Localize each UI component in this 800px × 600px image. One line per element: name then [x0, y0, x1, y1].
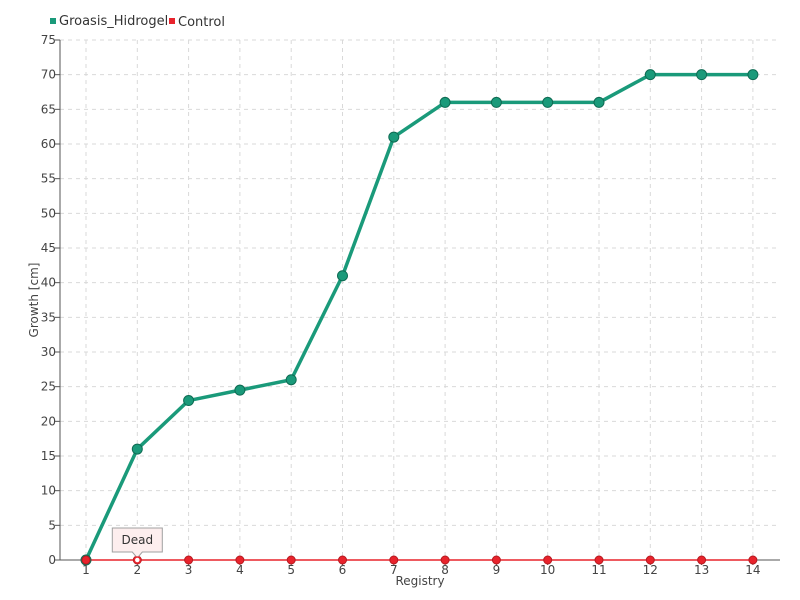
- y-tick-label-35: 35: [41, 310, 56, 324]
- data-point-control-8[interactable]: [440, 555, 450, 565]
- data-point-control-3[interactable]: [184, 555, 194, 565]
- data-point-control-4[interactable]: [235, 555, 245, 565]
- data-point-groasis-hidrogel-12[interactable]: [644, 69, 656, 81]
- series-layer: [80, 69, 759, 566]
- y-tick-label-30: 30: [41, 345, 56, 359]
- y-tick-label-55: 55: [41, 172, 56, 186]
- legend-label-control[interactable]: Control: [178, 15, 225, 30]
- data-point-control-10[interactable]: [543, 555, 553, 565]
- tooltip-box: [111, 527, 163, 559]
- data-point-control-5[interactable]: [286, 555, 296, 565]
- data-point-control-9[interactable]: [491, 555, 501, 565]
- data-point-control-1[interactable]: [81, 555, 91, 565]
- x-tick-label-4: 4: [236, 563, 244, 577]
- y-tick-label-70: 70: [41, 68, 56, 82]
- data-point-control-11[interactable]: [594, 555, 604, 565]
- y-tick-label-60: 60: [41, 137, 56, 151]
- data-point-control-6[interactable]: [338, 555, 347, 565]
- y-tick-label-0: 0: [48, 553, 56, 567]
- data-point-groasis-hidrogel-2[interactable]: [131, 443, 143, 455]
- data-point-groasis-hidrogel-7[interactable]: [388, 131, 400, 143]
- x-tick-label-6: 6: [339, 563, 347, 577]
- tooltip-highlight-point: [133, 556, 142, 564]
- y-axis-title: Growth [cm]: [27, 263, 41, 338]
- legend-swatch-groasis: [50, 18, 56, 24]
- x-tick-label-7: 7: [390, 563, 398, 577]
- data-point-groasis-hidrogel-5[interactable]: [285, 374, 297, 386]
- data-point-control-12[interactable]: [645, 555, 655, 565]
- y-tick-label-15: 15: [41, 449, 56, 463]
- x-tick-label-8: 8: [441, 563, 449, 577]
- data-point-groasis-hidrogel-13[interactable]: [696, 69, 708, 81]
- y-tick-label-10: 10: [41, 484, 56, 498]
- data-point-groasis-hidrogel-10[interactable]: [542, 96, 554, 108]
- data-point-groasis-hidrogel-14[interactable]: [747, 69, 759, 81]
- legend-swatch-control: [169, 18, 175, 24]
- data-point-groasis-hidrogel-9[interactable]: [490, 96, 502, 108]
- y-tick-label-45: 45: [41, 241, 56, 255]
- x-tick-label-10: 10: [540, 563, 555, 577]
- x-axis-title: Registry: [395, 574, 444, 588]
- tooltip-annotation: Dead: [111, 527, 163, 564]
- series-line-groasis-hidrogel: [84, 72, 755, 562]
- y-tick-label-65: 65: [41, 102, 56, 116]
- x-tick-label-9: 9: [493, 563, 501, 577]
- data-point-control-14[interactable]: [748, 555, 758, 565]
- y-tick-label-25: 25: [41, 380, 56, 394]
- data-point-control-7[interactable]: [389, 555, 399, 565]
- data-point-groasis-hidrogel-6[interactable]: [337, 270, 348, 282]
- x-tick-label-12: 12: [643, 563, 658, 577]
- data-point-groasis-hidrogel-11[interactable]: [593, 96, 605, 108]
- y-tick-label-20: 20: [41, 414, 56, 428]
- annotation-layer: Dead: [111, 527, 163, 564]
- data-point-groasis-hidrogel-3[interactable]: [183, 395, 195, 407]
- data-point-groasis-hidrogel-4[interactable]: [234, 384, 246, 396]
- legend-label-groasis[interactable]: Groasis_Hidrogel: [59, 14, 168, 29]
- x-tick-label-1: 1: [82, 563, 90, 577]
- y-tick-label-50: 50: [41, 206, 56, 220]
- y-tick-label-5: 5: [48, 518, 56, 532]
- y-tick-label-40: 40: [41, 276, 56, 290]
- legend: Groasis_Hidrogel Control: [50, 14, 225, 30]
- x-tick-label-2: 2: [133, 563, 141, 577]
- x-tick-label-3: 3: [185, 563, 193, 577]
- data-point-groasis-hidrogel-8[interactable]: [439, 96, 451, 108]
- y-tick-label-75: 75: [41, 33, 56, 47]
- x-tick-label-5: 5: [287, 563, 295, 577]
- x-tick-label-14: 14: [745, 563, 760, 577]
- tooltip-text: Dead: [122, 533, 154, 547]
- data-point-control-13[interactable]: [697, 555, 707, 565]
- x-tick-label-11: 11: [591, 563, 606, 577]
- x-tick-label-13: 13: [694, 563, 709, 577]
